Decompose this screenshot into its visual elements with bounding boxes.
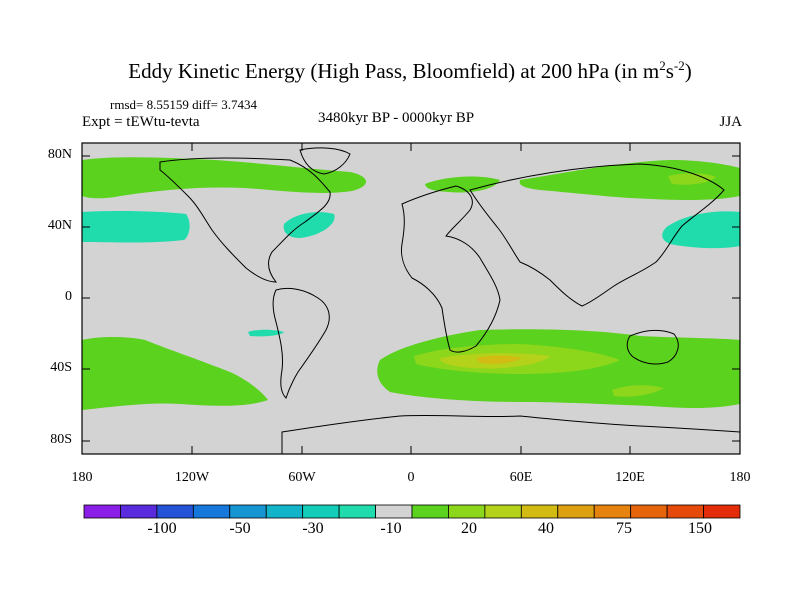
north-america-coast bbox=[159, 157, 331, 283]
colorbar-box bbox=[703, 504, 741, 519]
positive-band-north-pacific-atlantic bbox=[82, 157, 367, 199]
positive-peak-core-indian bbox=[476, 355, 522, 364]
negative-band-north-atlantic bbox=[283, 212, 335, 238]
colorbar-box bbox=[557, 504, 595, 519]
colorbar-label: -50 bbox=[229, 520, 251, 537]
colorbar-box bbox=[83, 504, 121, 519]
positive-band-southern-ocean-pacific bbox=[82, 337, 268, 410]
colorbar-label: 40 bbox=[538, 520, 554, 537]
colorbar bbox=[83, 504, 741, 519]
lon-label-60e: 60E bbox=[509, 470, 533, 485]
colorbar-box bbox=[120, 504, 158, 519]
colorbar-label: 150 bbox=[688, 520, 712, 537]
colorbar-box bbox=[630, 504, 668, 519]
lon-label-120w: 120W bbox=[174, 470, 210, 485]
period-label: 3480kyr BP - 0000kyr BP bbox=[318, 110, 475, 126]
colorbar-box bbox=[484, 504, 522, 519]
australia-coast bbox=[626, 329, 679, 365]
south-america-coast bbox=[272, 287, 330, 399]
colorbar-box bbox=[338, 504, 376, 519]
plot-title: Eddy Kinetic Energy (High Pass, Bloomfie… bbox=[128, 58, 692, 83]
europe-africa-coast bbox=[401, 185, 501, 353]
map-ticks bbox=[82, 143, 740, 454]
colorbar-label: 20 bbox=[461, 520, 477, 537]
colorbar-box bbox=[265, 504, 304, 519]
colorbar-box bbox=[411, 504, 449, 519]
positive-band-north-europe bbox=[425, 176, 500, 193]
lat-label-40n: 40N bbox=[47, 218, 72, 233]
colorbar-box bbox=[375, 504, 413, 519]
colorbar-box bbox=[192, 504, 231, 519]
coastlines bbox=[159, 147, 740, 454]
experiment-label: Expt = tEWtu-tevta bbox=[82, 114, 200, 130]
colorbar-box bbox=[229, 504, 267, 519]
colorbar-label: 75 bbox=[616, 520, 632, 537]
colorbar-box bbox=[593, 504, 632, 519]
lat-label-40s: 40S bbox=[50, 360, 72, 375]
season-label: JJA bbox=[719, 114, 742, 130]
asia-coast bbox=[469, 163, 725, 307]
positive-band-north-asia bbox=[519, 160, 740, 200]
lon-label-120e: 120E bbox=[615, 470, 645, 485]
lon-label-60w: 60W bbox=[288, 470, 316, 485]
field-contours bbox=[82, 147, 740, 454]
negative-band-north-pacific-west bbox=[82, 210, 190, 243]
colorbar-box bbox=[520, 504, 559, 519]
stats-label: rmsd= 8.55159 diff= 3.7434 bbox=[110, 97, 257, 112]
colorbar-label: -10 bbox=[380, 520, 402, 537]
antarctica-coast bbox=[281, 414, 740, 454]
lon-label-180e: 180 bbox=[729, 470, 751, 485]
lat-label-80n: 80N bbox=[47, 147, 72, 162]
greenland-coast bbox=[299, 147, 351, 175]
positive-mid-band-south-pacific-west bbox=[612, 385, 664, 397]
colorbar-box bbox=[302, 504, 340, 519]
negative-band-north-pacific-east bbox=[662, 211, 740, 249]
colorbar-box bbox=[666, 504, 704, 519]
lon-label-0: 0 bbox=[407, 470, 415, 485]
colorbar-box bbox=[156, 504, 194, 519]
negative-patch-south-pacific bbox=[248, 329, 284, 337]
colorbar-label: -100 bbox=[147, 520, 177, 537]
lat-label-0: 0 bbox=[65, 289, 72, 304]
colorbar-label: -30 bbox=[302, 520, 324, 537]
lat-label-80s: 80S bbox=[50, 432, 72, 447]
positive-mid-north-pacific bbox=[668, 173, 716, 185]
colorbar-box bbox=[448, 504, 486, 519]
lon-label-180w: 180 bbox=[71, 470, 93, 485]
